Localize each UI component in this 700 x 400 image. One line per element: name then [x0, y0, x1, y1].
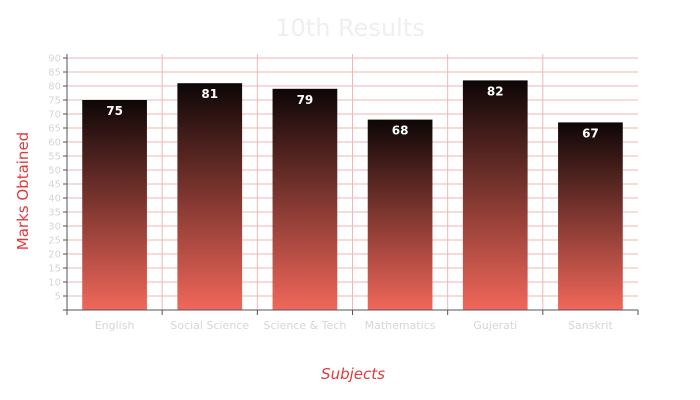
y-tick-label: 40	[48, 194, 61, 205]
y-tick-label: 10	[48, 278, 61, 289]
x-tick-labels: English Social Science Science & Tech Mathe…	[95, 319, 614, 332]
bars	[82, 80, 623, 311]
data-label: 67	[582, 126, 599, 140]
y-tick-label: 90	[48, 54, 61, 65]
gridlines	[67, 54, 638, 310]
y-tick-label: 55	[48, 152, 61, 163]
y-tick-label: 85	[48, 68, 61, 79]
y-tick-label: 5	[55, 292, 61, 303]
y-axis-label: Marks Obtained	[14, 132, 32, 250]
y-tick-label: 20	[48, 250, 61, 261]
bar-gujerati	[462, 80, 528, 311]
x-axis-label: Subjects	[321, 365, 385, 383]
x-tick-label: English	[95, 319, 135, 332]
bar-social-science	[177, 83, 243, 310]
chart-title: 10th Results	[275, 14, 424, 42]
y-tick-label: 30	[48, 222, 61, 233]
y-tick-label: 65	[48, 124, 61, 135]
y-tick-labels: 5 10 15 20 25 30 35 40 45 50 55 60 65 70 75 80 85 90	[48, 54, 61, 303]
y-tick-label: 70	[48, 110, 61, 121]
y-tick-label: 45	[48, 180, 61, 191]
x-tick-label: Mathematics	[365, 319, 436, 332]
bar-mathematics	[367, 119, 433, 310]
bar-science-tech	[272, 88, 338, 310]
y-tick-label: 25	[48, 236, 61, 247]
data-label: 79	[297, 93, 314, 107]
x-tick-label: Gujerati	[473, 319, 517, 332]
y-tick-label: 75	[48, 96, 61, 107]
y-tick-label: 35	[48, 208, 61, 219]
x-tick-label: Science & Tech	[263, 319, 346, 332]
y-tick-label: 80	[48, 82, 61, 93]
x-tick-label: Sanskrit	[568, 319, 613, 332]
y-tick-label: 15	[48, 264, 61, 275]
x-tick-label: Social Science	[170, 319, 249, 332]
data-label: 68	[392, 124, 409, 138]
data-label: 81	[201, 87, 218, 101]
data-label: 75	[106, 104, 123, 118]
data-labels: 75 81 79 68 82 67	[106, 84, 599, 140]
bar-sanskrit	[558, 122, 623, 311]
data-label: 82	[487, 84, 504, 98]
bar-english	[82, 100, 147, 310]
axes	[63, 54, 639, 315]
y-tick-label: 50	[48, 166, 61, 177]
y-tick-label: 60	[48, 138, 61, 149]
